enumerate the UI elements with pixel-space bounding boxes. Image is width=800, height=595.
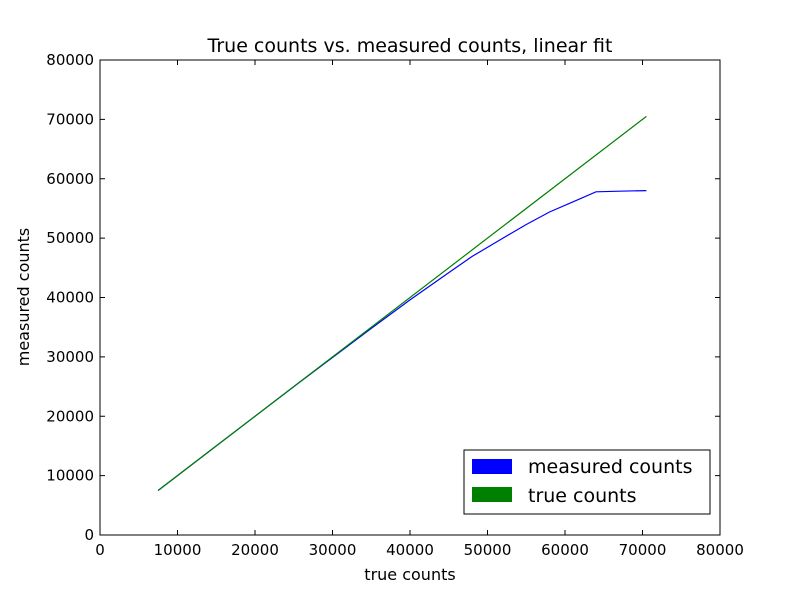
y-tick-label: 20000 — [46, 407, 94, 425]
x-tick-label: 70000 — [619, 541, 667, 559]
y-tick-label: 30000 — [46, 348, 94, 366]
y-tick-label: 60000 — [46, 170, 94, 188]
y-tick-label: 10000 — [46, 467, 94, 485]
legend-swatch-true — [472, 487, 512, 502]
y-tick-label: 0 — [84, 526, 94, 544]
legend-label-true: true counts — [528, 485, 637, 507]
x-tick-label: 60000 — [541, 541, 589, 559]
x-tick-label: 10000 — [154, 541, 202, 559]
y-tick-label: 80000 — [46, 51, 94, 69]
y-tick-label: 50000 — [46, 229, 94, 247]
x-tick-label: 0 — [95, 541, 105, 559]
x-tick-label: 50000 — [464, 541, 512, 559]
legend: measured counts true counts — [463, 449, 711, 515]
y-axis: 0 10000 20000 30000 40000 50000 60000 70000 8000… — [46, 51, 720, 544]
legend-label-measured: measured counts — [528, 456, 692, 478]
legend-swatch-measured — [472, 459, 512, 474]
x-tick-label: 40000 — [386, 541, 434, 559]
x-tick-label: 80000 — [696, 541, 744, 559]
series-line-true — [157, 115, 647, 491]
x-axis: 0 10000 20000 30000 40000 50000 60000 70000 8000… — [95, 60, 744, 559]
y-tick-label: 70000 — [46, 110, 94, 128]
x-axis-label: true counts — [364, 565, 455, 584]
x-tick-label: 30000 — [309, 541, 357, 559]
x-tick-label: 20000 — [231, 541, 279, 559]
series-layer — [157, 115, 647, 491]
y-axis-label: measured counts — [14, 228, 33, 367]
chart-title: True counts vs. measured counts, linear … — [207, 35, 613, 57]
y-tick-label: 40000 — [46, 289, 94, 307]
